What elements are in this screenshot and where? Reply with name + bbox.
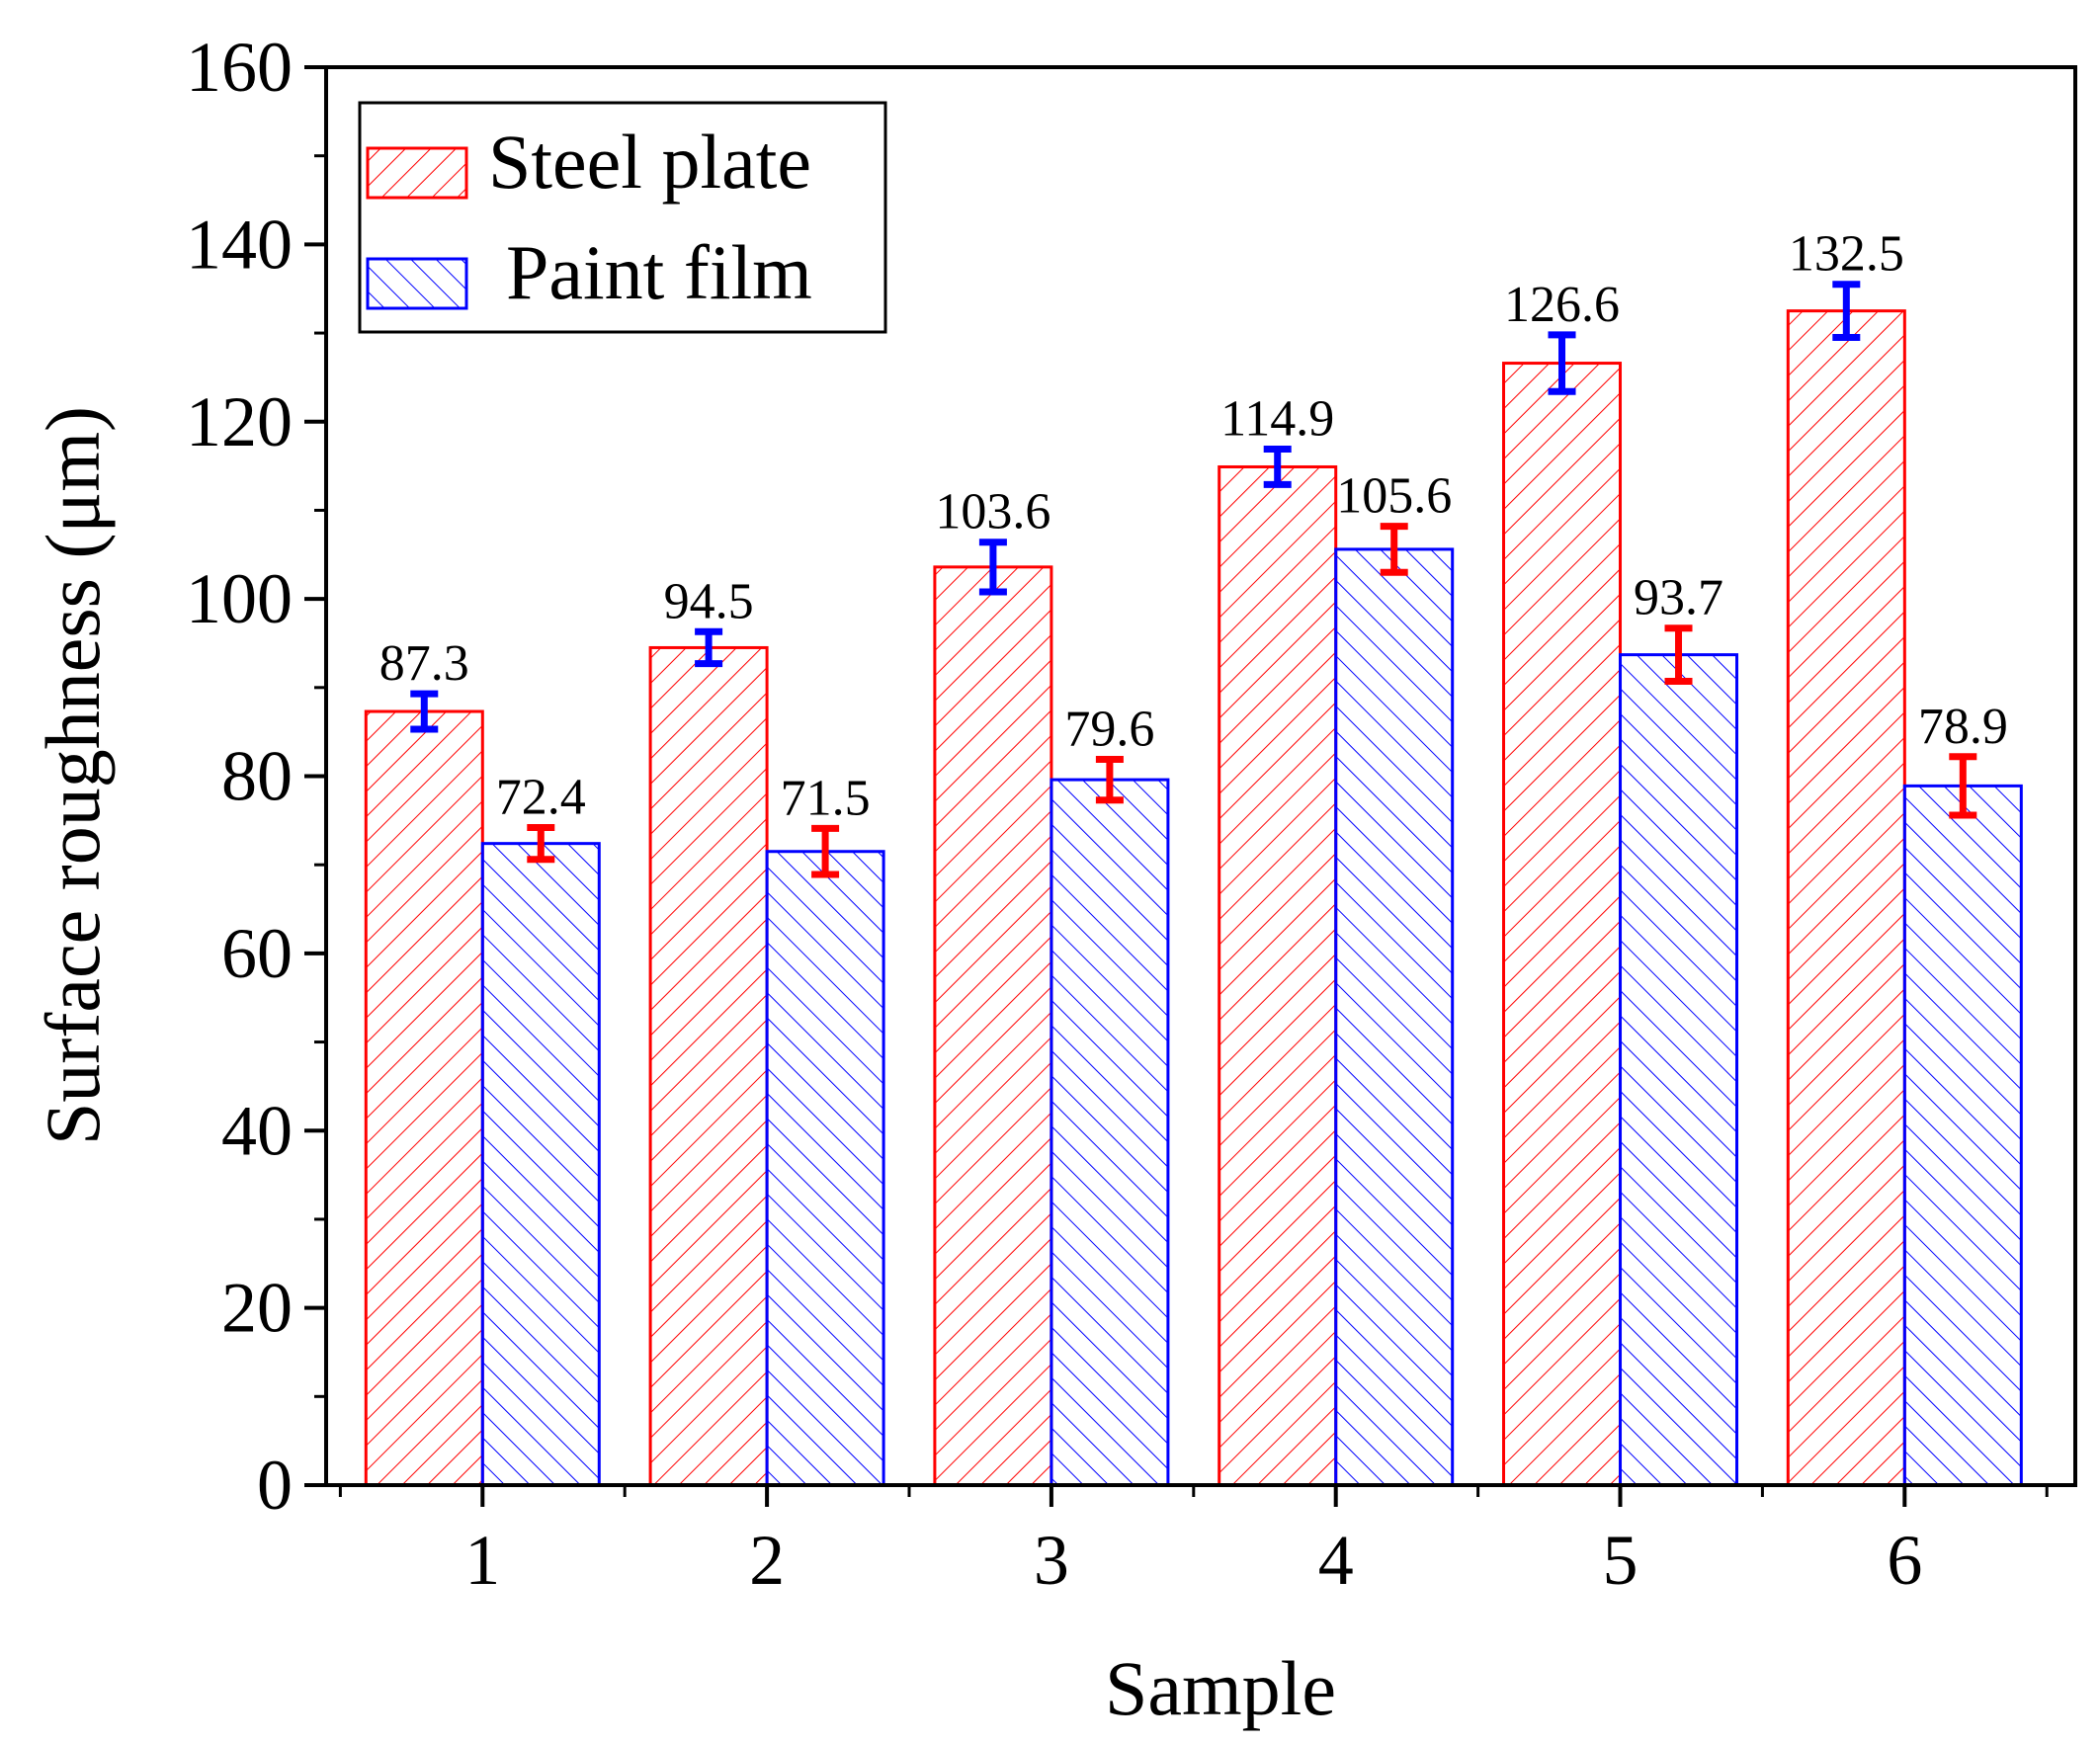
x-tick-label: 3: [1034, 1521, 1069, 1600]
y-tick-label: 0: [257, 1446, 293, 1525]
data-label-paint-film: 72.4: [496, 770, 586, 826]
data-label-paint-film: 78.9: [1918, 699, 2008, 755]
y-tick-label: 40: [221, 1091, 293, 1170]
legend-label-paint-film: Paint film: [506, 229, 812, 315]
data-label-paint-film: 71.5: [781, 770, 871, 826]
bar-steel-plate: [1218, 464, 1338, 1487]
data-label-paint-film: 93.7: [1634, 570, 1723, 626]
legend-swatch-steel-plate: [366, 146, 468, 200]
data-label-paint-film: 105.6: [1336, 468, 1452, 525]
y-axis: 0 20 40 60 80 100 120 140 160: [186, 28, 326, 1525]
x-tick-label: 2: [749, 1521, 785, 1600]
bar-steel-plate: [1502, 362, 1623, 1487]
y-tick-label: 60: [221, 914, 293, 993]
x-axis-title: Sample: [1105, 1645, 1336, 1731]
bar-paint-film: [1902, 784, 2023, 1487]
data-label-paint-film: 79.6: [1064, 701, 1154, 757]
legend-swatch-paint-film: [366, 257, 468, 310]
x-axis: 1 2 3 4 5 6: [338, 1485, 2049, 1600]
bar-paint-film: [1619, 653, 1739, 1487]
bar-steel-plate: [1786, 309, 1906, 1487]
bar-paint-film: [1050, 778, 1170, 1487]
y-tick-label: 100: [186, 559, 293, 638]
data-label-steel-plate: 132.5: [1789, 226, 1904, 283]
x-tick-label: 5: [1603, 1521, 1638, 1600]
bar-paint-film: [480, 842, 601, 1487]
data-label-steel-plate: 126.6: [1504, 277, 1620, 333]
data-label-steel-plate: 114.9: [1220, 391, 1334, 448]
error-bars-group: [410, 281, 1977, 878]
data-label-steel-plate: 87.3: [379, 635, 469, 692]
bar-steel-plate: [364, 709, 484, 1487]
y-tick-label: 160: [186, 28, 293, 107]
data-label-steel-plate: 103.6: [935, 484, 1050, 540]
x-tick-label: 1: [464, 1521, 500, 1600]
y-tick-label: 120: [186, 382, 293, 461]
data-labels-group: 87.3 94.5 103.6 114.9 126.6 132.5 72.4 71.5 79.6…: [379, 226, 2008, 827]
y-tick-label: 20: [221, 1269, 293, 1348]
x-tick-label: 6: [1887, 1521, 1922, 1600]
y-tick-label: 140: [186, 205, 293, 284]
bar-steel-plate: [933, 565, 1053, 1487]
y-tick-label: 80: [221, 737, 293, 816]
bar-paint-film: [1334, 547, 1455, 1487]
x-tick-label: 4: [1318, 1521, 1354, 1600]
legend: Steel plate Paint film: [358, 101, 887, 334]
bar-steel-plate: [648, 645, 769, 1487]
bars-group: [364, 309, 2023, 1487]
y-axis-title: Surface roughness (μm): [30, 406, 116, 1145]
bar-paint-film: [765, 850, 885, 1487]
data-label-steel-plate: 94.5: [664, 573, 754, 629]
legend-label-steel-plate: Steel plate: [488, 119, 811, 205]
